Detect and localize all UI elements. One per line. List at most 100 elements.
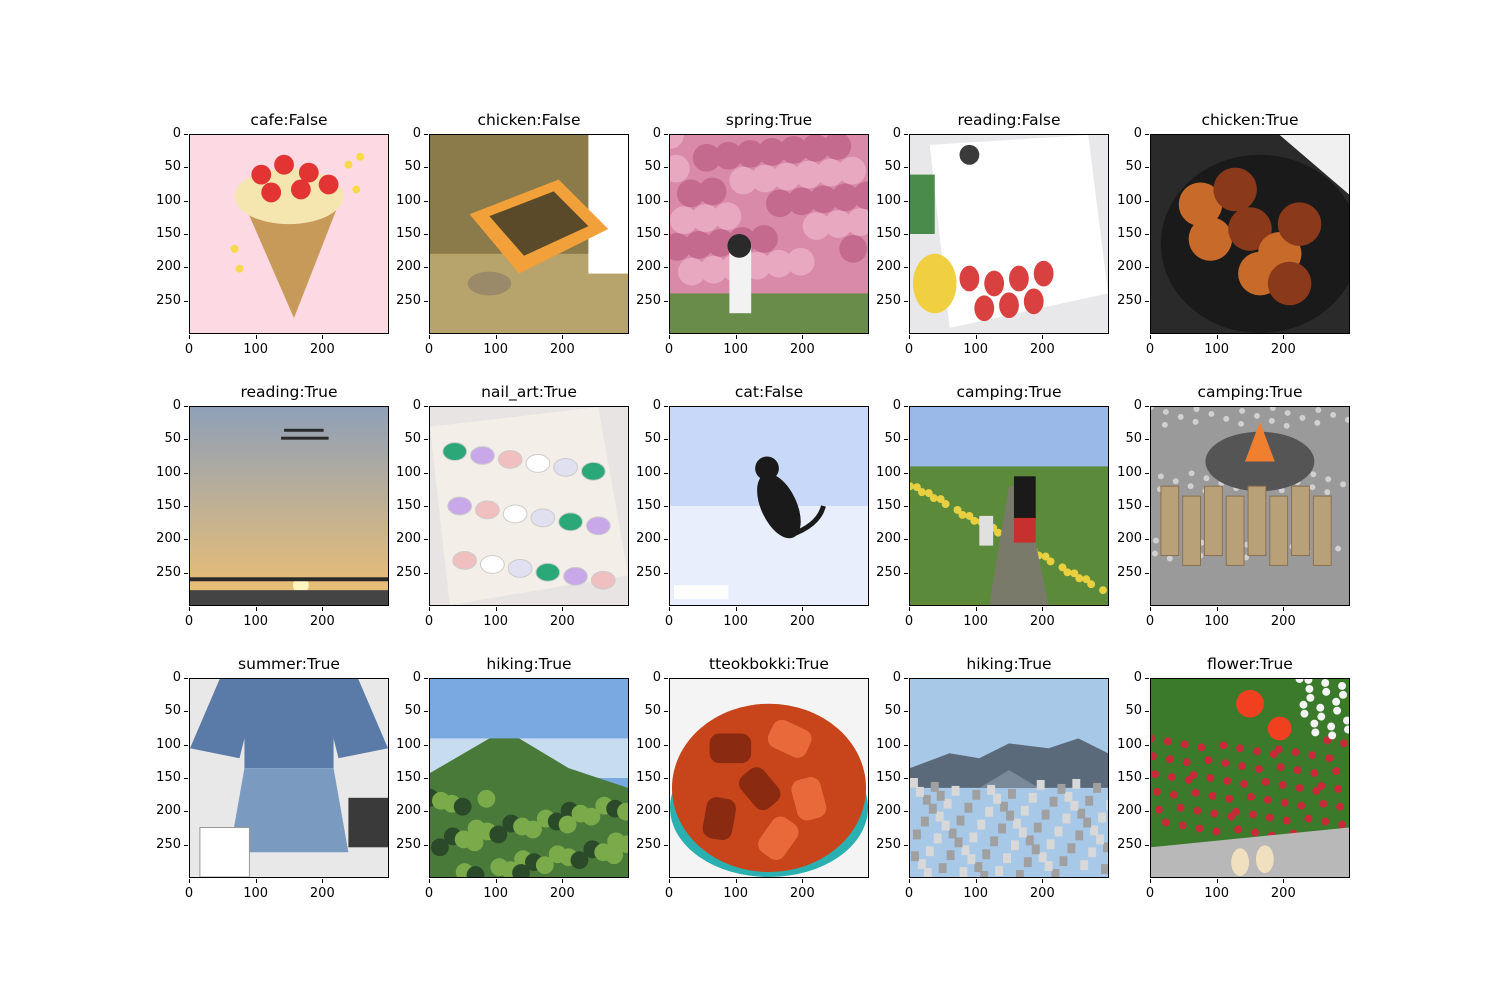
y-tick-label: 150 [1106, 227, 1149, 241]
y-tick-label: 200 [865, 260, 908, 274]
y-tick-label: 100 [865, 193, 908, 208]
y-tick-label: 100 [385, 737, 428, 752]
x-tick-label: 100 [956, 335, 996, 357]
city-skyline-mountain-image [909, 678, 1109, 878]
x-tick-label: 200 [302, 335, 342, 357]
y-tick-label: 100 [385, 193, 428, 208]
y-tick-label: 50 [865, 160, 908, 174]
x-tick-label: 0 [409, 607, 449, 629]
walking-path-family-image [909, 406, 1109, 606]
y-tick-label: 100 [865, 465, 908, 480]
subplot: camping:True 0 50 100 150 200 250 0 100 200 [876, 383, 1109, 629]
x-tick-label: 100 [476, 607, 516, 629]
x-tick-label: 0 [169, 335, 209, 357]
subplot-title: flower:True [1207, 655, 1293, 673]
y-tick-label: 200 [385, 260, 428, 274]
subplot: summer:True 0 50 100 150 200 250 0 100 200 [156, 655, 389, 901]
x-tick-label: 100 [716, 879, 756, 901]
y-tick-label: 100 [625, 737, 668, 752]
y-tick-label: 50 [385, 432, 428, 446]
subplot: hiking:True 0 50 100 150 200 250 0 100 200 [876, 655, 1109, 901]
y-tick-label: 0 [625, 671, 668, 685]
y-tick-label: 100 [625, 465, 668, 480]
x-tick-label: 100 [476, 335, 516, 357]
y-tick-label: 250 [1106, 293, 1149, 308]
book-strawberry-page-image [909, 134, 1109, 334]
y-tick-label: 200 [385, 532, 428, 546]
y-tick-label: 50 [1106, 432, 1149, 446]
y-tick-label: 0 [865, 127, 908, 141]
y-tick-label: 100 [1106, 193, 1149, 208]
y-tick-label: 0 [385, 399, 428, 413]
y-tick-label: 200 [145, 532, 188, 546]
subplot-title: cat:False [734, 383, 804, 401]
y-tick-label: 250 [1106, 565, 1149, 580]
subplot: spring:True 0 50 100 150 200 250 0 100 200 [636, 111, 869, 357]
x-tick-label: 0 [889, 879, 929, 901]
subplot-title: summer:True [238, 655, 340, 673]
y-tick-label: 250 [865, 837, 908, 852]
y-tick-label: 150 [385, 499, 428, 513]
y-tick-label: 0 [145, 671, 188, 685]
subplot: reading:True 0 50 100 150 200 250 0 100 200 [156, 383, 389, 629]
y-tick-label: 0 [625, 399, 668, 413]
y-tick-label: 0 [865, 671, 908, 685]
subplot: reading:False 0 50 100 150 200 250 0 100 200 [876, 111, 1109, 357]
y-tick-label: 250 [385, 837, 428, 852]
crepe-illustration-image [189, 134, 389, 334]
x-tick-label: 0 [649, 607, 689, 629]
flower-bed-feet-image [1150, 678, 1350, 878]
y-tick-label: 200 [625, 260, 668, 274]
y-tick-label: 250 [385, 293, 428, 308]
y-tick-label: 200 [625, 532, 668, 546]
y-tick-label: 150 [1106, 771, 1149, 785]
y-tick-label: 100 [865, 737, 908, 752]
subplot-title: chicken:True [1201, 111, 1299, 129]
x-tick-label: 200 [782, 607, 822, 629]
y-tick-label: 250 [625, 293, 668, 308]
y-tick-label: 150 [625, 499, 668, 513]
x-tick-label: 200 [1022, 607, 1062, 629]
y-tick-label: 0 [1106, 399, 1149, 413]
y-tick-label: 0 [625, 127, 668, 141]
nail-art-tips-image [429, 406, 629, 606]
y-tick-label: 0 [145, 399, 188, 413]
y-tick-label: 50 [865, 432, 908, 446]
y-tick-label: 0 [385, 127, 428, 141]
y-tick-label: 50 [625, 432, 668, 446]
x-tick-label: 200 [1263, 879, 1303, 901]
x-tick-label: 0 [649, 879, 689, 901]
y-tick-label: 0 [865, 399, 908, 413]
x-tick-label: 200 [302, 607, 342, 629]
x-tick-label: 200 [782, 335, 822, 357]
y-tick-label: 100 [145, 737, 188, 752]
tteokbokki-dish-image [669, 678, 869, 878]
y-tick-label: 200 [1106, 532, 1149, 546]
x-tick-label: 100 [1197, 879, 1237, 901]
y-tick-label: 250 [385, 565, 428, 580]
x-tick-label: 200 [302, 879, 342, 901]
sunset-sky-text-image [189, 406, 389, 606]
y-tick-label: 100 [1106, 465, 1149, 480]
y-tick-label: 200 [145, 804, 188, 818]
x-tick-label: 200 [1263, 335, 1303, 357]
x-tick-label: 0 [889, 607, 929, 629]
subplot-title: chicken:False [477, 111, 581, 129]
x-tick-label: 0 [889, 335, 929, 357]
subplot-title: tteokbokki:True [709, 655, 829, 673]
y-tick-label: 100 [385, 465, 428, 480]
y-tick-label: 100 [625, 193, 668, 208]
y-tick-label: 200 [385, 804, 428, 818]
subplot: nail_art:True 0 50 100 150 200 250 0 100 200 [396, 383, 629, 629]
subplot-title: camping:True [1197, 383, 1303, 401]
y-tick-label: 200 [1106, 260, 1149, 274]
subplot-title: cafe:False [250, 111, 328, 129]
y-tick-label: 100 [145, 465, 188, 480]
green-mountain-view-image [429, 678, 629, 878]
y-tick-label: 150 [145, 499, 188, 513]
y-tick-label: 150 [1106, 499, 1149, 513]
y-tick-label: 250 [145, 293, 188, 308]
y-tick-label: 50 [865, 704, 908, 718]
x-tick-label: 100 [1197, 335, 1237, 357]
denim-outfit-mirror-image [189, 678, 389, 878]
